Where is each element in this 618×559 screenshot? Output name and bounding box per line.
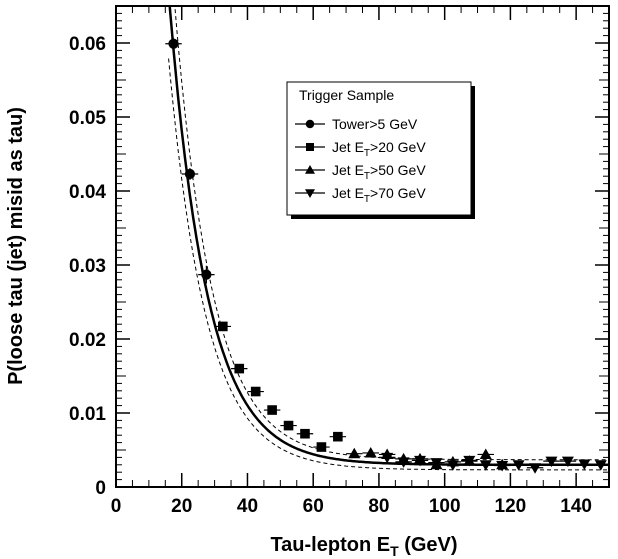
data-point-circle [184,168,196,180]
data-point-triangle-down [545,456,558,468]
x-tick-label: 0 [111,496,122,517]
data-point-triangle-down [578,459,591,471]
data-point-square [234,363,245,374]
x-tick-label: 140 [560,496,592,517]
x-tick-label: 80 [368,496,389,517]
x-tick-label: 60 [303,496,324,517]
data-point-triangle-up [364,446,377,458]
y-tick-label: 0.01 [69,404,106,425]
data-point-triangle-down [381,452,394,464]
data-point-square [333,431,343,442]
axis-ticks [115,5,610,488]
data-point-triangle-down [446,460,459,471]
legend: Trigger Sample Tower>5 GeV Jet ET>20 GeV J… [286,81,475,219]
legend-marker-circle [305,119,315,129]
data-point-square [300,428,310,439]
data-point-triangle-down [430,458,443,469]
legend-marker-square [306,143,314,151]
y-tick-label: 0.06 [69,34,106,55]
y-tick-label: 0.03 [69,256,106,277]
y-tick-label: 0.05 [69,108,106,129]
legend-entries: Tower>5 GeV Jet ET>20 GeV Jet ET>50 GeV Jet… [295,116,426,205]
y-tick-label: 0.04 [69,182,106,203]
legend-title: Trigger Sample [299,87,394,103]
data-point-triangle-down [479,460,492,471]
y-tick-label: 0 [95,478,106,499]
data-point-triangle-down [512,460,525,471]
legend-label: Tower>5 GeV [332,116,418,132]
tick-labels: 0 20 40 60 80 100 120 140 0 0.01 0.02 0.03 0.04 0.05 0… [69,34,592,517]
legend-label: Jet ET>20 GeV [332,139,426,159]
data-point-triangle-down [397,457,410,468]
data-point-circle [168,38,179,49]
data-point-triangle-down [594,460,607,471]
data-point-square [316,442,327,452]
data-point-triangle-down [496,461,509,472]
data-point-circle [201,269,212,280]
data-point-triangle-down [529,463,542,474]
data-point-triangle-up [479,448,492,459]
fit-band-upper [174,6,609,461]
legend-label: Jet ET>50 GeV [332,162,426,182]
x-tick-label: 120 [495,496,527,517]
x-tick-label: 40 [237,496,258,517]
data-points [165,37,609,474]
y-axis-title: P(loose tau (jet) misid as tau) [5,107,27,385]
data-point-triangle-down [414,455,427,467]
data-point-square [218,321,228,332]
data-point-triangle-down [561,456,574,468]
legend-marker-triangle-down [305,189,315,198]
data-point-triangle-down [463,455,476,467]
data-point-square [283,420,294,431]
legend-label: Jet ET>70 GeV [332,185,426,205]
x-tick-label: 100 [429,496,461,517]
legend-marker-triangle-up [305,165,315,174]
x-tick-label: 20 [171,496,192,517]
y-tick-label: 0.02 [69,330,106,351]
x-axis-title: Tau-lepton ET (GeV) [270,534,457,559]
data-point-square [267,405,277,415]
data-point-square [250,386,261,397]
data-point-triangle-up [348,447,361,459]
